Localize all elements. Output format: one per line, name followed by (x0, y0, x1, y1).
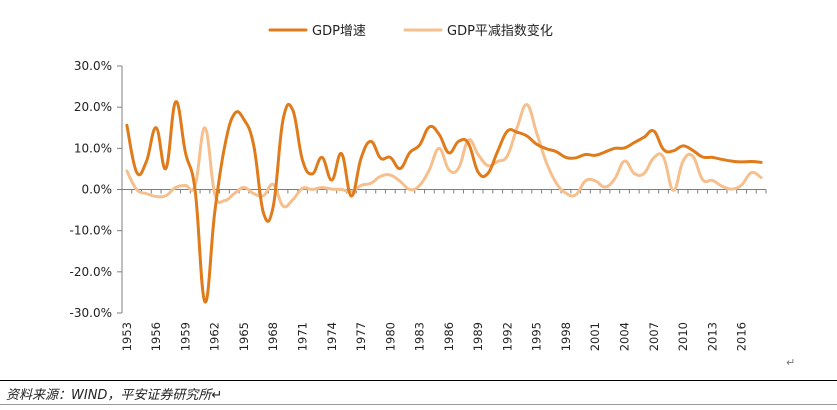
y-tick-label: -30.0% (70, 306, 112, 320)
y-tick-label: 10.0% (74, 141, 112, 155)
y-tick-label: -10.0% (70, 224, 112, 238)
x-tick-label: 1956 (149, 322, 163, 351)
x-tick-label: 1974 (325, 322, 339, 351)
legend-gdp-deflator: GDP平减指数变化 (403, 23, 553, 39)
series-layer (125, 100, 763, 304)
x-tick-label: 2007 (647, 322, 661, 351)
legend-gdp-growth: GDP增速 (268, 24, 366, 39)
x-axis: 1953 1956 1959 1962 1965 1968 1971 1974 1977 1980… (120, 189, 767, 351)
x-tick-label: 2013 (705, 322, 719, 351)
x-tick-label: 2016 (735, 322, 749, 351)
paragraph-mark: ↵ (786, 356, 796, 369)
x-tick-label: 1977 (354, 322, 368, 351)
footer-bottom-rule (0, 404, 837, 405)
x-tick-label: 1992 (500, 322, 514, 351)
x-tick-label: 1989 (471, 322, 485, 351)
x-tick-label: 1959 (178, 322, 192, 351)
y-axis: 30.0% 20.0% 10.0% 0.0% -10.0% -20.0% -30.0% (70, 59, 123, 320)
x-tick-label: 1980 (383, 322, 397, 351)
legend-label: GDP平减指数变化 (447, 23, 553, 39)
source-note: 资料来源：WIND，平安证券研究所↵ (6, 388, 223, 403)
x-tick-label: 1998 (559, 322, 573, 351)
series-line-gdp-growth (125, 100, 763, 304)
x-tick-label: 1995 (530, 322, 544, 351)
x-tick-label: 1953 (120, 322, 134, 351)
x-tick-label: 1986 (442, 322, 456, 351)
x-tick-label: 2010 (676, 322, 690, 351)
y-tick-label: 20.0% (74, 100, 112, 114)
gdp-chart: GDP增速 GDP平减指数变化 30.0% 20.0% 10.0% 0.0% -10.0%… (70, 23, 767, 351)
y-tick-label: 30.0% (74, 59, 112, 73)
y-tick-label: 0.0% (82, 183, 113, 197)
x-tick-label: 1983 (413, 322, 427, 351)
x-tick-label: 2004 (618, 322, 632, 351)
y-tick-label: -20.0% (70, 265, 112, 279)
x-tick-label: 1971 (296, 322, 310, 351)
chart-legend: GDP增速 GDP平减指数变化 (268, 23, 553, 39)
footer-rule (0, 380, 837, 381)
legend-label: GDP增速 (312, 24, 366, 39)
series-line-gdp-deflator (125, 103, 763, 209)
x-tick-label: 1962 (208, 322, 222, 351)
x-tick-label: 1965 (237, 322, 251, 351)
x-tick-label: 1968 (266, 322, 280, 351)
x-tick-label: 2001 (588, 322, 602, 351)
